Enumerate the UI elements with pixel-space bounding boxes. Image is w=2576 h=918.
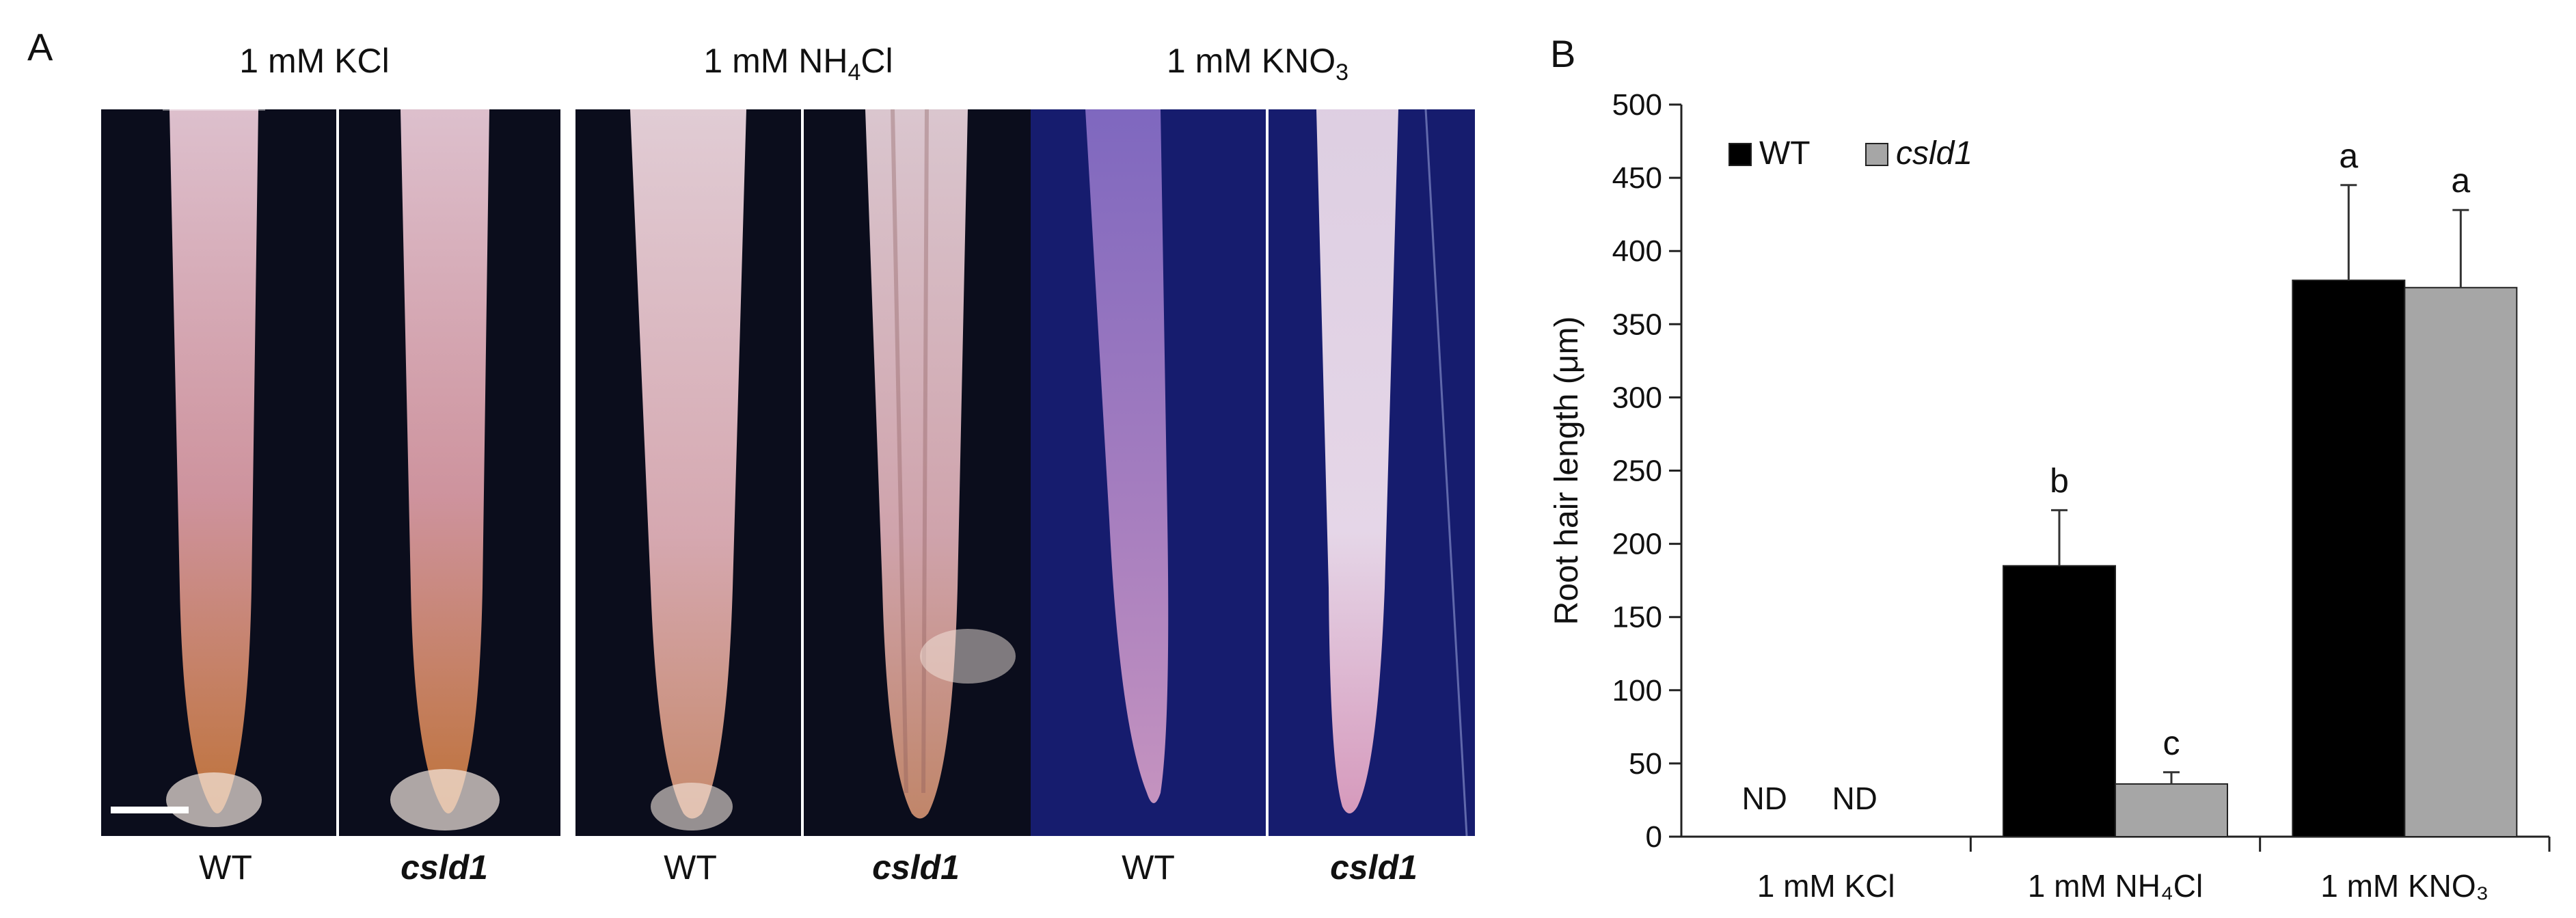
micrograph-nh4cl-csld1 bbox=[804, 109, 1032, 836]
significance-label: b bbox=[2050, 461, 2069, 500]
significance-label: c bbox=[2163, 724, 2180, 762]
y-tick-label: 0 bbox=[1646, 820, 1662, 854]
legend-swatch-csld1 bbox=[1865, 143, 1888, 166]
condition-title-nh4cl: 1 mM NH4Cl bbox=[703, 42, 893, 85]
genotype-label-kno3-csld1: csld1 bbox=[1330, 848, 1418, 887]
bar-csld1 bbox=[2115, 783, 2228, 837]
significance-label: a bbox=[2339, 137, 2358, 175]
y-tick-label: 350 bbox=[1612, 308, 1662, 341]
genotype-label-kcl-wt: WT bbox=[199, 848, 252, 887]
genotype-label-nh4cl-wt: WT bbox=[664, 848, 717, 887]
micrograph-kno3-wt bbox=[1031, 109, 1266, 836]
panel-a-label: A bbox=[27, 25, 53, 68]
y-tick-label: 450 bbox=[1612, 161, 1662, 195]
bar-csld1 bbox=[2404, 286, 2518, 837]
data-label-nd: ND bbox=[1741, 781, 1787, 816]
micrograph-kcl-csld1 bbox=[339, 109, 560, 836]
y-tick-label: 500 bbox=[1612, 88, 1662, 122]
y-tick-label: 250 bbox=[1612, 455, 1662, 488]
micrograph-nh4cl-wt bbox=[575, 109, 801, 836]
scale-bar bbox=[111, 807, 189, 813]
y-tick-label: 400 bbox=[1612, 234, 1662, 268]
x-tick-label: 1 mM NH₄Cl bbox=[2028, 868, 2203, 904]
y-axis-label: Root hair length (μm) bbox=[1549, 316, 1585, 625]
y-tick-label: 150 bbox=[1612, 601, 1662, 634]
condition-title-kcl: 1 mM KCl bbox=[239, 42, 390, 80]
micrograph-kno3-csld1 bbox=[1269, 109, 1475, 836]
bar-wt bbox=[2292, 280, 2406, 838]
legend-swatch-wt bbox=[1728, 143, 1752, 166]
x-tick-label: 1 mM KCl bbox=[1757, 868, 1895, 904]
genotype-label-kcl-csld1: csld1 bbox=[401, 848, 488, 887]
genotype-label-kno3-wt: WT bbox=[1122, 848, 1175, 887]
bar-chart: 0 50 100 150 200 250 300 350 400 450 500 Root hair … bbox=[1549, 88, 2551, 904]
y-tick-label: 300 bbox=[1612, 381, 1662, 414]
micrograph-kcl-wt bbox=[101, 109, 336, 836]
genotype-label-nh4cl-csld1: csld1 bbox=[872, 848, 960, 887]
y-tick-label: 50 bbox=[1629, 747, 1662, 781]
significance-label: a bbox=[2451, 161, 2470, 200]
y-tick-label: 200 bbox=[1612, 528, 1662, 561]
legend-label-wt: WT bbox=[1759, 135, 1811, 172]
panel-b-label: B bbox=[1550, 32, 1576, 75]
bar-wt bbox=[2003, 565, 2116, 837]
condition-title-kno3: 1 mM KNO3 bbox=[1166, 42, 1349, 85]
legend-label-csld1: csld1 bbox=[1896, 135, 1972, 172]
data-label-nd: ND bbox=[1832, 781, 1877, 816]
x-tick-label: 1 mM KNO₃ bbox=[2320, 868, 2489, 904]
y-tick-label: 100 bbox=[1612, 674, 1662, 707]
